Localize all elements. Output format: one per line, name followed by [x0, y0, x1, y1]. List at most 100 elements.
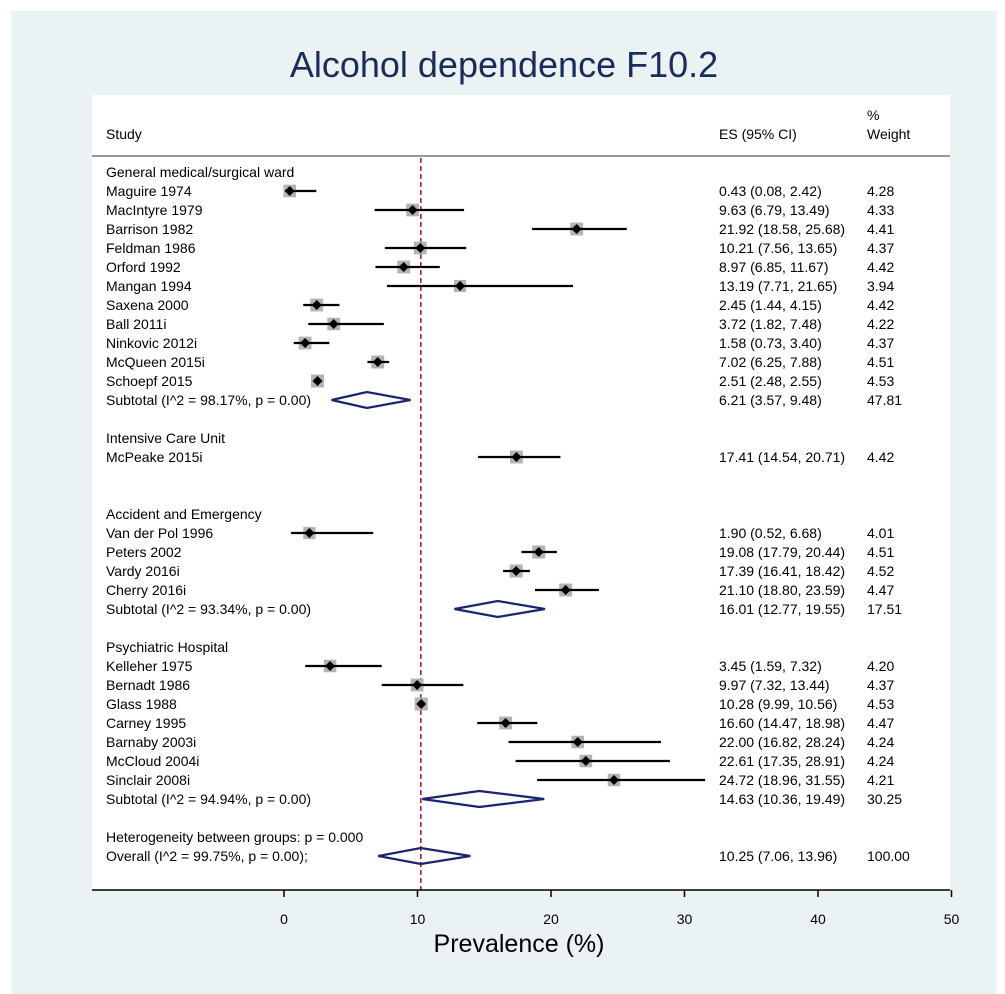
- plot-area: [92, 95, 950, 890]
- weight-text: 4.21: [867, 772, 894, 788]
- effect-size-text: 13.19 (7.71, 21.65): [719, 278, 837, 294]
- effect-size-text: 3.72 (1.82, 7.48): [719, 316, 822, 332]
- study-label: Mangan 1994: [106, 278, 192, 294]
- study-label: MacIntyre 1979: [106, 202, 203, 218]
- study-label: Sinclair 2008i: [106, 772, 190, 788]
- weight-text: 3.94: [867, 278, 894, 294]
- point-estimate-marker: [609, 775, 620, 785]
- study-label: Schoepf 2015: [106, 373, 193, 389]
- study-label: Barrison 1982: [106, 221, 193, 237]
- effect-size-text: 16.60 (14.47, 18.98): [719, 715, 845, 731]
- weight-text: 47.81: [867, 392, 902, 408]
- weight-text: 100.00: [867, 848, 910, 864]
- point-estimate-marker: [312, 376, 323, 386]
- subtotal-label: Subtotal (I^2 = 98.17%, p = 0.00): [106, 392, 311, 408]
- x-tick-label: 20: [543, 911, 559, 927]
- weight-text: 4.51: [867, 354, 894, 370]
- effect-size-text: 1.58 (0.73, 3.40): [719, 335, 822, 351]
- point-estimate-marker: [284, 186, 295, 196]
- x-axis-title: Prevalence (%): [434, 930, 605, 958]
- effect-size-text: 21.10 (18.80, 23.59): [719, 582, 845, 598]
- weight-text: 4.37: [867, 240, 894, 256]
- header-weight-top: %: [867, 107, 879, 123]
- effect-size-text: 24.72 (18.96, 31.55): [719, 772, 845, 788]
- weight-text: 4.01: [867, 525, 894, 541]
- effect-size-text: 21.92 (18.58, 25.68): [719, 221, 845, 237]
- effect-size-text: 1.90 (0.52, 6.68): [719, 525, 822, 541]
- study-label: Cherry 2016i: [106, 582, 186, 598]
- weight-text: 4.47: [867, 715, 894, 731]
- point-estimate-marker: [560, 585, 571, 595]
- point-estimate-marker: [325, 661, 336, 671]
- weight-text: 17.51: [867, 601, 902, 617]
- point-estimate-marker: [398, 262, 409, 272]
- effect-size-text: 16.01 (12.77, 19.55): [719, 601, 845, 617]
- study-label: Bernadt 1986: [106, 677, 190, 693]
- weight-text: 4.42: [867, 449, 894, 465]
- weight-text: 4.28: [867, 183, 894, 199]
- point-estimate-marker: [416, 699, 427, 709]
- point-estimate-marker: [415, 243, 426, 253]
- study-label: Peters 2002: [106, 544, 182, 560]
- point-estimate-marker: [372, 357, 383, 367]
- x-tick-label: 10: [410, 911, 426, 927]
- study-label: McPeake 2015i: [106, 449, 203, 465]
- effect-size-text: 17.39 (16.41, 18.42): [719, 563, 845, 579]
- weight-text: 4.42: [867, 259, 894, 275]
- x-tick-label: 0: [280, 911, 288, 927]
- point-estimate-marker: [580, 756, 591, 766]
- heterogeneity-label: Heterogeneity between groups: p = 0.000: [106, 829, 363, 845]
- group-label: Accident and Emergency: [106, 506, 262, 522]
- study-label: Ball 2011i: [106, 316, 166, 332]
- effect-size-text: 9.97 (7.32, 13.44): [719, 677, 830, 693]
- point-estimate-marker: [412, 680, 423, 690]
- x-tick-label: 30: [677, 911, 693, 927]
- weight-text: 4.52: [867, 563, 894, 579]
- group-label: Intensive Care Unit: [106, 430, 225, 446]
- group-label: General medical/surgical ward: [106, 164, 294, 180]
- weight-text: 4.51: [867, 544, 894, 560]
- weight-text: 4.53: [867, 696, 894, 712]
- x-tick-label: 50: [944, 911, 960, 927]
- weight-text: 4.24: [867, 753, 894, 769]
- effect-size-text: 14.63 (10.36, 19.49): [719, 791, 845, 807]
- weight-text: 4.53: [867, 373, 894, 389]
- study-label: Feldman 1986: [106, 240, 196, 256]
- weight-text: 4.41: [867, 221, 894, 237]
- weight-text: 4.33: [867, 202, 894, 218]
- study-label: Kelleher 1975: [106, 658, 193, 674]
- point-estimate-marker: [572, 737, 583, 747]
- weight-text: 4.22: [867, 316, 894, 332]
- study-label: Ninkovic 2012i: [106, 335, 197, 351]
- study-label: Maguire 1974: [106, 183, 192, 199]
- study-label: Saxena 2000: [106, 297, 189, 313]
- chart-title: Alcohol dependence F10.2: [289, 44, 719, 85]
- effect-size-text: 2.51 (2.48, 2.55): [719, 373, 822, 389]
- subtotal-label: Subtotal (I^2 = 93.34%, p = 0.00): [106, 601, 311, 617]
- point-estimate-marker: [304, 528, 315, 538]
- effect-size-text: 22.61 (17.35, 28.91): [719, 753, 845, 769]
- study-label: McQueen 2015i: [106, 354, 205, 370]
- overall-label: Overall (I^2 = 99.75%, p = 0.00);: [106, 848, 308, 864]
- point-estimate-marker: [407, 205, 418, 215]
- point-estimate-marker: [571, 224, 582, 234]
- effect-size-text: 6.21 (3.57, 9.48): [719, 392, 822, 408]
- effect-size-text: 9.63 (6.79, 13.49): [719, 202, 830, 218]
- point-estimate-marker: [311, 300, 322, 310]
- point-estimate-marker: [533, 547, 544, 557]
- group-label: Psychiatric Hospital: [106, 639, 228, 655]
- study-label: Orford 1992: [106, 259, 181, 275]
- effect-size-text: 3.45 (1.59, 7.32): [719, 658, 822, 674]
- effect-size-text: 19.08 (17.79, 20.44): [719, 544, 845, 560]
- weight-text: 30.25: [867, 791, 902, 807]
- effect-size-text: 10.25 (7.06, 13.96): [719, 848, 837, 864]
- study-label: Van der Pol 1996: [106, 525, 213, 541]
- weight-text: 4.42: [867, 297, 894, 313]
- header-es: ES (95% CI): [719, 126, 797, 142]
- effect-size-text: 17.41 (14.54, 20.71): [719, 449, 845, 465]
- subtotal-diamond: [331, 390, 411, 410]
- weight-text: 4.37: [867, 677, 894, 693]
- study-label: McCloud 2004i: [106, 753, 199, 769]
- point-estimate-marker: [500, 718, 511, 728]
